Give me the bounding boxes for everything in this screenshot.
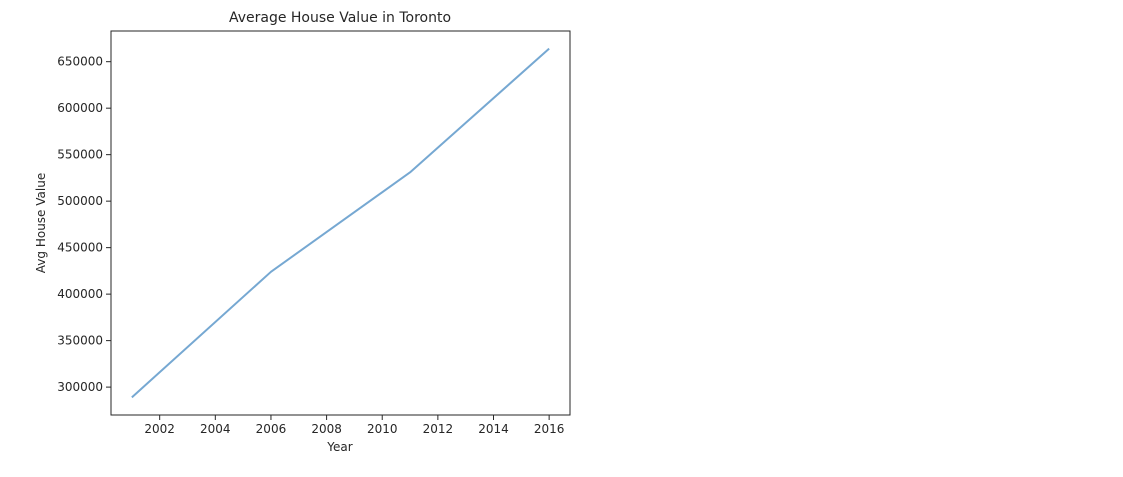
y-tick-label: 650000 xyxy=(57,55,103,69)
plot-area-frame xyxy=(110,30,571,416)
x-axis-ticks: 2002 2004 2006 2008 2010 2012 2014 2016 xyxy=(144,415,564,436)
x-tick-label: 2004 xyxy=(200,422,231,436)
x-tick-label: 2014 xyxy=(478,422,509,436)
x-tick-label: 2016 xyxy=(534,422,565,436)
series-line xyxy=(131,47,550,399)
chart-title: Average House Value in Toronto xyxy=(229,10,451,26)
series-layer xyxy=(131,47,550,399)
y-tick-label: 600000 xyxy=(57,101,103,115)
x-tick-label: 2002 xyxy=(144,422,175,436)
y-tick-label: 450000 xyxy=(57,241,103,255)
y-tick-label: 300000 xyxy=(57,380,103,394)
x-axis-label: Year xyxy=(326,440,352,454)
x-tick-label: 2006 xyxy=(256,422,287,436)
x-tick-label: 2010 xyxy=(367,422,398,436)
x-tick-label: 2008 xyxy=(311,422,342,436)
x-tick-label: 2012 xyxy=(423,422,454,436)
y-axis-ticks: 300000 350000 400000 450000 500000 550000 6000… xyxy=(57,55,111,394)
y-axis-label: Avg House Value xyxy=(34,173,48,273)
y-tick-label: 550000 xyxy=(57,148,103,162)
y-tick-label: 400000 xyxy=(57,287,103,301)
y-tick-label: 350000 xyxy=(57,334,103,348)
y-tick-label: 500000 xyxy=(57,194,103,208)
